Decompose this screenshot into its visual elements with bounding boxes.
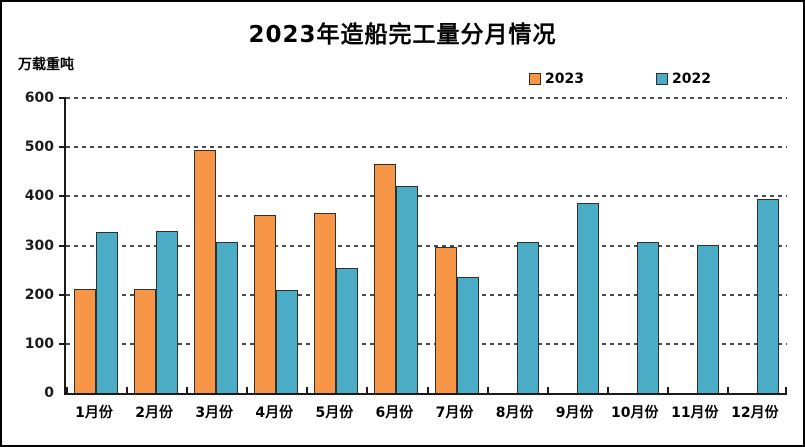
bar-2023-m7 — [434, 247, 457, 393]
x-tick-0 — [66, 387, 68, 393]
month-slot-m2 — [126, 98, 186, 393]
y-tick-label-0: 0 — [44, 385, 54, 401]
gridline-600 — [66, 97, 787, 99]
x-tick-1 — [126, 387, 128, 393]
y-tick-400 — [59, 195, 66, 198]
month-slot-m8 — [487, 98, 547, 393]
gridline-500 — [66, 146, 787, 149]
legend-swatch-2023 — [529, 73, 541, 85]
x-tick-6 — [427, 387, 429, 393]
x-tick-8 — [547, 387, 549, 393]
bar-2023-m1 — [74, 289, 97, 393]
chart-title: 2023年造船完工量分月情况 — [248, 22, 557, 48]
x-tick-12 — [785, 387, 787, 393]
bar-2022-m11 — [696, 245, 719, 393]
legend-item-2023: 2023 — [529, 71, 584, 87]
bar-2022-m3 — [216, 242, 239, 393]
x-tick-4 — [306, 387, 308, 393]
y-tick-200 — [59, 293, 66, 296]
bar-2022-m8 — [516, 242, 539, 393]
y-tick-600 — [59, 97, 66, 99]
month-slot-m9 — [547, 98, 607, 393]
gridline-200 — [66, 293, 787, 296]
x-tick-10 — [667, 387, 669, 393]
x-label-m12: 12月份 — [731, 405, 779, 421]
x-tick-5 — [366, 387, 368, 393]
gridline-400 — [66, 195, 787, 198]
x-label-m5: 5月份 — [315, 405, 354, 421]
bar-2022-m6 — [396, 186, 419, 393]
month-slot-m12 — [727, 98, 787, 393]
bar-2022-m7 — [456, 277, 479, 393]
legend: 2023 2022 — [529, 71, 711, 87]
x-label-m4: 4月份 — [255, 405, 294, 421]
x-label-m10: 10月份 — [611, 405, 659, 421]
month-slot-m11 — [667, 98, 727, 393]
legend-item-2022: 2022 — [655, 71, 711, 87]
x-label-m6: 6月份 — [375, 405, 414, 421]
x-label-m8: 8月份 — [495, 405, 534, 421]
bar-2022-m4 — [276, 290, 299, 393]
month-slot-m10 — [607, 98, 667, 393]
bar-2022-m12 — [756, 199, 779, 393]
gridline-300 — [66, 244, 787, 247]
month-slot-m6 — [366, 98, 426, 393]
x-label-m3: 3月份 — [195, 405, 234, 421]
plot-area: 0 100 200 300 400 500 600 — [25, 91, 787, 400]
x-label-m2: 2月份 — [135, 405, 173, 421]
y-tick-label-300: 300 — [24, 237, 54, 254]
month-slot-m5 — [306, 98, 366, 393]
bar-2023-m5 — [314, 213, 337, 393]
month-slot-m1 — [66, 98, 126, 393]
gridline-100 — [66, 342, 787, 345]
x-tick-3 — [246, 387, 248, 393]
y-tick-100 — [59, 342, 66, 345]
bar-2022-m2 — [156, 231, 179, 393]
y-tick-label-500: 500 — [24, 139, 54, 156]
y-axis-unit-label: 万载重吨 — [18, 57, 74, 73]
month-slot-m3 — [186, 98, 246, 393]
bar-2022-m5 — [336, 268, 359, 393]
x-axis-labels: 1月份 2月份 3月份 4月份 5月份 6月份 7月份 8月份 9月份 10月份 11月份 12月份 — [64, 402, 785, 422]
bar-2023-m2 — [134, 289, 157, 393]
legend-label-2022: 2022 — [671, 71, 711, 87]
x-tick-2 — [186, 387, 188, 393]
x-label-m7: 7月份 — [435, 405, 474, 421]
y-tick-label-100: 100 — [24, 335, 54, 352]
bar-2023-m4 — [254, 215, 277, 393]
y-tick-label-400: 400 — [24, 188, 54, 205]
y-tick-label-600: 600 — [24, 90, 54, 106]
x-tick-9 — [607, 387, 609, 393]
bar-2022-m10 — [636, 242, 659, 393]
x-tick-11 — [727, 387, 729, 393]
month-slot-m4 — [246, 98, 306, 393]
bar-2022-m1 — [96, 232, 119, 393]
bar-2022-m9 — [576, 203, 599, 393]
bar-slots — [66, 98, 787, 393]
x-label-m1: 1月份 — [75, 405, 113, 421]
x-label-m9: 9月份 — [555, 405, 594, 421]
y-tick-500 — [59, 146, 66, 149]
y-tick-label-200: 200 — [24, 286, 54, 303]
bar-2023-m6 — [374, 164, 397, 393]
bar-2023-m3 — [194, 150, 217, 393]
legend-label-2023: 2023 — [545, 71, 584, 87]
x-label-m11: 11月份 — [671, 405, 719, 421]
y-tick-300 — [59, 244, 66, 247]
month-slot-m7 — [426, 98, 486, 393]
legend-swatch-2022 — [655, 73, 668, 85]
x-tick-7 — [487, 387, 489, 393]
